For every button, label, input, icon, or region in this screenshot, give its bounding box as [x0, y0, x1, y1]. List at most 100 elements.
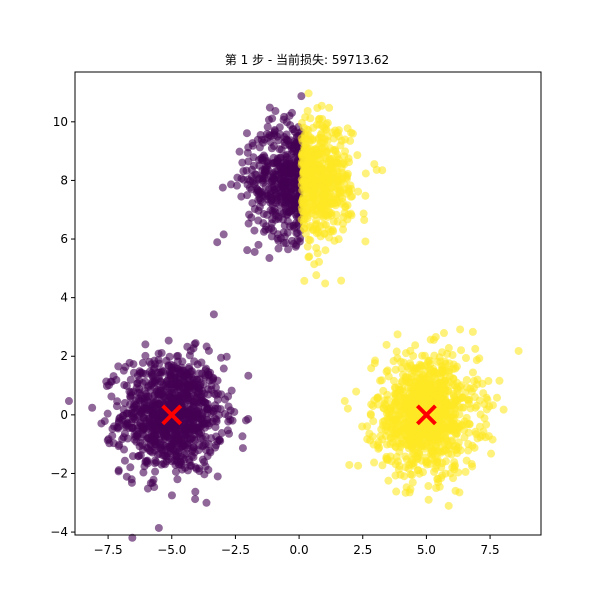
data-point	[114, 467, 123, 476]
data-point	[414, 384, 423, 393]
data-point	[466, 404, 475, 413]
data-point	[301, 139, 310, 148]
data-point	[454, 438, 463, 447]
data-point	[321, 246, 330, 255]
data-point	[128, 533, 137, 542]
data-point	[276, 234, 285, 243]
y-tick-label: 2	[60, 349, 68, 363]
data-point	[144, 392, 153, 401]
data-point	[269, 153, 278, 162]
data-point	[373, 393, 382, 402]
centroid-marker	[161, 404, 183, 426]
data-point	[212, 390, 221, 399]
data-point	[358, 422, 367, 431]
data-point	[151, 467, 160, 476]
data-point	[248, 199, 257, 208]
data-point	[415, 392, 424, 401]
data-point	[461, 467, 470, 476]
data-point	[173, 451, 182, 460]
data-point	[428, 389, 436, 398]
data-point	[249, 141, 258, 150]
data-point	[166, 447, 175, 456]
data-point	[135, 442, 144, 451]
data-point	[433, 455, 442, 464]
data-point	[245, 210, 254, 219]
data-point	[114, 442, 123, 451]
data-point	[323, 132, 332, 141]
data-point	[353, 151, 362, 160]
data-point	[305, 223, 314, 232]
data-point	[345, 460, 354, 469]
data-point	[431, 332, 440, 341]
data-point	[281, 168, 290, 177]
y-tick-label: 4	[60, 291, 68, 305]
data-point	[64, 397, 73, 406]
data-point	[479, 389, 488, 398]
data-point	[398, 377, 407, 386]
data-point	[406, 404, 415, 413]
data-point	[265, 254, 274, 263]
data-point	[440, 357, 449, 366]
y-tick-label: −2	[50, 466, 68, 480]
data-point	[409, 461, 418, 470]
data-point	[201, 423, 210, 432]
data-point	[289, 239, 298, 248]
centroid-marker	[415, 404, 437, 426]
data-point	[204, 465, 213, 474]
data-point	[433, 475, 442, 483]
data-point	[183, 444, 192, 453]
data-point	[213, 238, 222, 247]
data-point	[264, 165, 273, 174]
data-point	[384, 427, 393, 436]
data-point	[306, 236, 315, 245]
data-point	[464, 428, 473, 437]
data-point	[439, 329, 448, 338]
y-tick-label: −4	[50, 525, 68, 539]
data-point	[155, 368, 164, 377]
data-point	[426, 365, 435, 374]
data-point	[271, 189, 280, 198]
data-point	[314, 115, 323, 124]
data-point	[484, 432, 493, 441]
data-point	[493, 393, 502, 402]
data-point	[480, 414, 489, 423]
data-point	[239, 175, 248, 184]
data-point	[284, 245, 293, 254]
data-point	[213, 472, 222, 481]
data-point	[457, 394, 466, 403]
data-point	[200, 398, 209, 407]
data-point	[468, 368, 477, 377]
data-point	[312, 225, 321, 234]
data-point	[285, 222, 294, 231]
data-point	[254, 206, 263, 215]
data-point	[172, 352, 181, 361]
data-point	[341, 203, 350, 212]
data-point	[327, 165, 336, 174]
data-point	[432, 461, 441, 470]
data-point	[191, 410, 200, 419]
data-point	[401, 409, 410, 418]
data-point	[418, 468, 427, 477]
data-point	[411, 341, 420, 350]
data-point	[303, 107, 312, 116]
data-point	[224, 402, 233, 411]
data-point	[97, 419, 106, 428]
data-point	[386, 452, 395, 461]
data-point	[141, 351, 150, 360]
data-point	[156, 407, 165, 416]
data-point	[252, 170, 261, 179]
data-point	[163, 391, 172, 400]
data-point	[382, 340, 391, 349]
data-point	[238, 444, 247, 453]
data-point	[190, 448, 199, 457]
data-point	[139, 414, 148, 423]
data-point	[219, 364, 228, 373]
data-point	[262, 222, 271, 231]
data-point	[238, 432, 247, 441]
data-point	[303, 242, 312, 251]
data-point	[384, 476, 393, 485]
data-point	[202, 498, 211, 507]
data-point	[499, 405, 508, 414]
data-point	[167, 401, 176, 410]
data-point	[425, 424, 434, 433]
